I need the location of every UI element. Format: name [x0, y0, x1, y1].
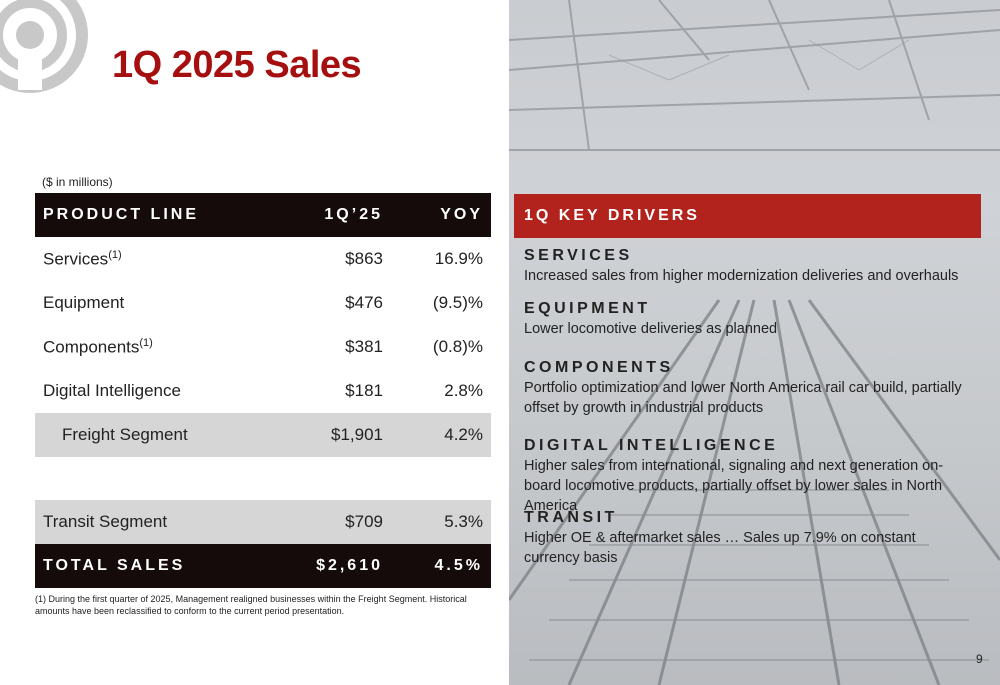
table-footnote: (1) During the first quarter of 2025, Ma…: [35, 594, 467, 616]
row-label: Digital Intelligence: [43, 381, 181, 400]
row-yoy: (9.5)%: [432, 293, 483, 312]
row-label: Freight Segment: [62, 425, 188, 444]
row-value: $476: [345, 293, 383, 312]
row-yoy: 4.2%: [444, 425, 483, 444]
table-row-transit-segment: Transit Segment $709 5.3%: [35, 500, 491, 544]
driver-title: EQUIPMENT: [524, 300, 651, 317]
header-product-line: PRODUCT LINE: [43, 206, 199, 223]
table-row-freight-segment: Freight Segment $1,901 4.2%: [35, 413, 491, 457]
driver-transit: TRANSIT Higher OE & aftermarket sales … …: [524, 508, 974, 568]
total-label: TOTAL SALES: [43, 557, 186, 574]
company-logo-icon: [0, 0, 88, 93]
row-value: $709: [345, 512, 383, 531]
table-row-equipment: Equipment $476 (9.5)%: [35, 281, 491, 325]
sales-table: PRODUCT LINE 1Q’25 YOY Services(1) $863 …: [35, 193, 491, 588]
footnote-marker: (1): [108, 248, 122, 261]
driver-text: Higher sales from international, signali…: [524, 458, 944, 514]
driver-digital-intelligence: DIGITAL INTELLIGENCE Higher sales from i…: [524, 436, 974, 516]
driver-text: Higher OE & aftermarket sales … Sales up…: [524, 530, 916, 566]
row-yoy: 5.3%: [444, 512, 483, 531]
railway-illustration: [509, 0, 1000, 685]
units-note: ($ in millions): [42, 175, 113, 189]
total-yoy: 4.5%: [434, 557, 483, 574]
driver-text: Lower locomotive deliveries as planned: [524, 321, 778, 337]
driver-title: DIGITAL INTELLIGENCE: [524, 437, 779, 454]
row-label: Services: [43, 249, 109, 269]
page-number: 9: [976, 652, 983, 666]
row-label: Equipment: [43, 293, 125, 312]
table-row-total: TOTAL SALES $2,610 4.5%: [35, 544, 491, 588]
driver-title: COMPONENTS: [524, 359, 674, 376]
row-value: $1,901: [331, 425, 383, 444]
header-period: 1Q’25: [324, 206, 383, 223]
page-title: 1Q 2025 Sales: [112, 44, 362, 86]
driver-components: COMPONENTS Portfolio optimization and lo…: [524, 358, 974, 418]
table-row-services: Services(1) $863 16.9%: [35, 237, 491, 281]
table-spacer: [35, 457, 491, 500]
footnote-marker: (1): [139, 336, 153, 349]
total-value: $2,610: [316, 557, 383, 574]
table-row-components: Components(1) $381 (0.8)%: [35, 325, 491, 369]
row-value: $381: [345, 337, 383, 356]
row-value: $863: [345, 249, 383, 268]
driver-equipment: EQUIPMENT Lower locomotive deliveries as…: [524, 299, 974, 339]
row-label: Components: [43, 337, 140, 357]
row-yoy: 16.9%: [434, 249, 483, 268]
row-label: Transit Segment: [43, 512, 168, 531]
driver-title: SERVICES: [524, 247, 633, 264]
row-yoy: 2.8%: [444, 381, 483, 400]
row-yoy: (0.8)%: [432, 337, 483, 356]
key-drivers-header: 1Q KEY DRIVERS: [514, 194, 981, 238]
row-value: $181: [345, 381, 383, 400]
table-row-digital-intelligence: Digital Intelligence $181 2.8%: [35, 369, 491, 413]
driver-text: Increased sales from higher modernizatio…: [524, 268, 959, 284]
driver-text: Portfolio optimization and lower North A…: [524, 380, 962, 416]
table-header-row: PRODUCT LINE 1Q’25 YOY: [35, 193, 491, 237]
header-yoy: YOY: [440, 206, 483, 223]
driver-services: SERVICES Increased sales from higher mod…: [524, 246, 974, 286]
railway-background-image: [509, 0, 1000, 685]
driver-title: TRANSIT: [524, 509, 618, 526]
